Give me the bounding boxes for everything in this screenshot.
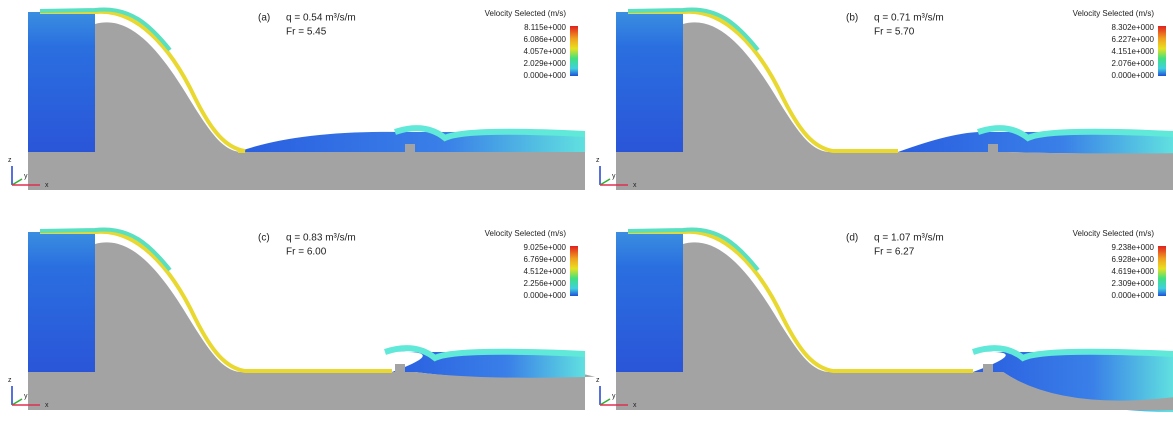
spillway	[683, 242, 828, 372]
axis-y	[599, 178, 611, 186]
panel: (a) q = 0.54 m³/s/m Fr = 5.45 Velocity Sele…	[8, 7, 605, 190]
colorbar	[1158, 26, 1166, 76]
axis-y-label: y	[612, 173, 616, 180]
spillway	[95, 22, 240, 153]
legend-tick: 2.076e+000	[1112, 59, 1155, 68]
legend-tick: 2.256e+000	[524, 279, 567, 288]
crest-flow-top	[627, 227, 760, 272]
legend-tick: 9.025e+000	[524, 243, 567, 252]
panel-label: (c)	[258, 233, 270, 244]
legend-tick: 6.086e+000	[524, 35, 567, 44]
axis-y	[11, 398, 23, 406]
sill	[983, 364, 993, 372]
reservoir	[616, 232, 683, 372]
froude: Fr = 6.00	[286, 247, 327, 258]
crest-flow	[628, 9, 898, 153]
discharge: q = 1.07 m³/s/m	[874, 233, 944, 244]
axis-z-label: z	[8, 377, 12, 384]
axis-y	[11, 178, 23, 186]
panel-label: (d)	[846, 233, 858, 244]
legend-tick: 0.000e+000	[1112, 71, 1155, 80]
channel-bed	[616, 152, 1173, 190]
reservoir	[616, 12, 683, 152]
axis-y-label: y	[612, 393, 616, 400]
reservoir	[28, 12, 95, 152]
axis-z-label: z	[596, 157, 600, 164]
legend-tick: 6.928e+000	[1112, 255, 1155, 264]
colorbar	[570, 26, 578, 76]
panel: (b) q = 0.71 m³/s/m Fr = 5.70 Velocity Sele…	[596, 7, 1173, 190]
legend-tick: 9.238e+000	[1112, 243, 1155, 252]
axis-x-label: x	[45, 402, 49, 409]
discharge: q = 0.71 m³/s/m	[874, 13, 944, 24]
discharge: q = 0.83 m³/s/m	[286, 233, 356, 244]
legend-tick: 4.057e+000	[524, 47, 567, 56]
froude: Fr = 5.70	[874, 27, 915, 38]
crest-flow	[628, 229, 973, 373]
panel-label: (a)	[258, 13, 270, 24]
legend-tick: 6.769e+000	[524, 255, 567, 264]
legend-title: Velocity Selected (m/s)	[485, 229, 567, 238]
axis-y-label: y	[24, 173, 28, 180]
discharge: q = 0.54 m³/s/m	[286, 13, 356, 24]
crest-flow-top	[39, 7, 172, 52]
axis-y	[599, 398, 611, 406]
legend-tick: 0.000e+000	[1112, 291, 1155, 300]
channel-bed	[28, 152, 605, 190]
colorbar	[570, 246, 578, 296]
channel-bed	[616, 372, 1173, 410]
legend-tick: 8.302e+000	[1112, 23, 1155, 32]
tailwater	[238, 131, 585, 152]
axis-x-label: x	[633, 402, 637, 409]
sill	[988, 144, 998, 152]
legend-title: Velocity Selected (m/s)	[1073, 9, 1155, 18]
axis-z-label: z	[8, 157, 12, 164]
legend-title: Velocity Selected (m/s)	[485, 9, 567, 18]
legend-tick: 8.115e+000	[524, 23, 566, 32]
sill	[405, 144, 415, 152]
axis-x-label: x	[45, 182, 49, 189]
axis-x-label: x	[633, 182, 637, 189]
panel: (c) q = 0.83 m³/s/m Fr = 6.00 Velocity Sele…	[8, 227, 595, 410]
legend-tick: 4.512e+000	[524, 267, 567, 276]
panel: (d) q = 1.07 m³/s/m Fr = 6.27 Velocity Sele…	[596, 227, 1173, 412]
legend-tick: 0.000e+000	[524, 291, 567, 300]
legend-tick: 2.309e+000	[1112, 279, 1155, 288]
legend-tick: 4.619e+000	[1112, 267, 1155, 276]
channel-bed	[28, 372, 595, 410]
legend-tick: 6.227e+000	[1112, 35, 1155, 44]
tailwater	[973, 351, 1173, 412]
crest-flow	[40, 229, 392, 373]
axis-z-label: z	[596, 377, 600, 384]
tailwater-surface	[972, 345, 1173, 362]
froude: Fr = 6.27	[874, 247, 915, 258]
reservoir	[28, 232, 95, 372]
tailwater-surface	[977, 125, 1173, 142]
colorbar	[1158, 246, 1166, 296]
crest-flow-top	[627, 7, 760, 52]
crest-flow	[40, 9, 246, 153]
spillway	[683, 22, 828, 153]
axis-y-label: y	[24, 393, 28, 400]
tailwater-surface	[384, 345, 586, 362]
legend-title: Velocity Selected (m/s)	[1073, 229, 1155, 238]
sill	[395, 364, 405, 372]
tailwater	[898, 131, 1173, 154]
legend-tick: 0.000e+000	[524, 71, 567, 80]
legend-tick: 2.029e+000	[524, 59, 567, 68]
legend-tick: 4.151e+000	[1112, 47, 1155, 56]
panel-label: (b)	[846, 13, 858, 24]
tailwater-surface	[394, 125, 586, 142]
spillway	[95, 242, 240, 372]
crest-flow-top	[39, 227, 172, 272]
froude: Fr = 5.45	[286, 27, 327, 38]
